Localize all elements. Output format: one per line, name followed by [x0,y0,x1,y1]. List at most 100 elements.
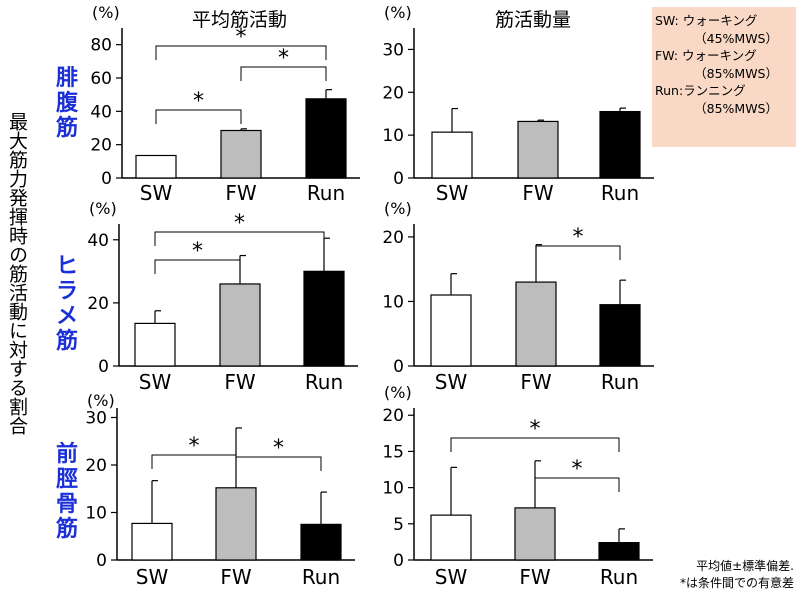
chart-tibialis-total-bar-sw [430,514,472,561]
chart-gastro-total-category-label-fw: FW [522,181,554,205]
chart-soleus-total-category-label-sw: SW [435,370,468,394]
chart-gastro-total-tick-label: 0 [393,169,404,189]
chart-soleus-total-bar-run [599,304,641,367]
chart-soleus-mean-bar-run [303,270,345,367]
chart-soleus-mean-significance-bracket [154,231,325,246]
legend-box: SW: ウォーキング （45%MWS） FW: ウォーキング （85%MWS） … [652,7,796,147]
column-title-total: 筋活動量 [495,9,572,31]
muscle-char: 筋 [55,116,78,141]
chart-soleus-total-category-label-run: Run [601,370,639,394]
chart-gastro-mean-bar-run [305,98,347,179]
chart-soleus-mean-category-label-fw: FW [224,370,256,394]
legend-run-detail: （85%MWS） [694,100,778,116]
muscle-label-tibialis-anterior: 前 脛 骨 筋 [50,442,84,542]
muscle-char: ヒ [55,254,78,279]
chart-soleus-mean-bar-sw [134,322,176,367]
chart-gastro-total-bar-sw [431,131,473,179]
chart-gastro-total-bar-run [599,110,641,179]
muscle-char: 前 [55,442,78,467]
chart-soleus-mean-tick-label: 0 [98,357,109,377]
chart-tibialis-total-category-label-fw: FW [519,565,551,589]
y-axis-common-label: 最大筋力発揮時の筋活動に対する割合 [6,112,28,435]
chart-tibialis-total-category-label-sw: SW [435,565,468,589]
chart-gastro-mean-bar-sw [135,154,177,179]
muscle-char: 脛 [55,467,78,492]
chart-tibialis-total-significance-star: * [530,417,541,442]
chart-tibialis-mean-tick-label: 20 [85,456,107,476]
chart-tibialis-mean-significance-bracket [235,456,322,471]
chart-tibialis-mean-tick-label: 0 [96,551,107,571]
chart-tibialis-mean-bar-fw [215,487,257,561]
chart-tibialis-mean-significance-star: * [189,434,200,459]
legend-sw-detail: （45%MWS） [694,30,778,46]
chart-gastro-total-category-label-sw: SW [436,181,469,205]
chart-tibialis-mean-bar-sw [131,522,173,561]
chart-tibialis-total-significance-star: * [572,457,583,482]
legend-fw-detail: （85%MWS） [694,65,778,81]
chart-soleus-total-tick-label: 10 [382,292,404,312]
muscle-char: メ [55,304,78,329]
chart-soleus-total-bar-fw [515,281,557,367]
chart-gastro-mean-bar-fw [220,129,262,179]
chart-gastro-total-unit-label: (%) [384,3,412,22]
footnote-mean-sd: 平均値±標準偏差. [696,559,794,573]
chart-tibialis-total-tick-label: 20 [382,406,404,426]
footnote-significance: *は条件間での有意差 [679,576,794,590]
chart-gastro-total-tick-label: 10 [382,126,404,146]
muscle-char: ラ [55,279,78,304]
chart-gastro-mean-significance-star: * [278,46,289,71]
chart-soleus-mean-category-label-sw: SW [139,370,172,394]
chart-gastro-mean-category-label-run: Run [307,181,345,205]
legend-fw-label: FW: ウォーキング [655,48,757,64]
chart-soleus-total-significance-bracket [535,245,621,260]
column-title-mean: 平均筋活動 [192,9,288,31]
muscle-char: 骨 [55,492,78,517]
chart-tibialis-mean-category-label-run: Run [302,565,340,589]
chart-gastro-mean-category-label-sw: SW [140,181,173,205]
chart-tibialis-mean-category-label-fw: FW [220,565,252,589]
chart-soleus-total-bar-sw [430,294,472,367]
chart-soleus-total-tick-label: 0 [393,357,404,377]
chart-tibialis-total-bar-fw [514,507,556,561]
chart-gastro-mean-tick-label: 80 [90,36,112,56]
chart-soleus-mean-category-label-run: Run [305,370,343,394]
chart-gastro-mean-significance-bracket [155,45,327,60]
legend-sw-label: SW: ウォーキング [655,13,758,28]
chart-soleus-total-category-label-fw: FW [520,370,552,394]
chart-soleus-mean-bar-fw [219,283,261,367]
chart-tibialis-total-bar-run [598,542,640,561]
chart-gastro-total-bar-fw [517,120,559,179]
chart-gastro-mean-category-label-fw: FW [225,181,257,205]
chart-gastro-mean-significance-bracket [155,109,242,124]
chart-soleus-mean-significance-star: * [192,239,203,264]
chart-soleus-mean-significance-bracket [154,259,241,274]
muscle-label-soleus: ヒ ラ メ 筋 [50,254,84,354]
chart-tibialis-mean-tick-label: 10 [85,504,107,524]
legend-run-label: Run:ランニング [655,83,746,99]
chart-soleus-total-significance-star: * [573,225,584,250]
chart-tibialis-mean-tick-label: 30 [85,409,107,429]
chart-gastro-mean-significance-bracket [240,66,327,81]
muscle-char: 筋 [55,329,78,354]
chart-tibialis-mean-category-label-sw: SW [136,565,169,589]
chart-gastro-mean-tick-label: 0 [101,169,112,189]
chart-gastro-total-tick-label: 20 [382,83,404,103]
chart-gastro-mean-significance-star: * [193,89,204,114]
chart-soleus-mean-tick-label: 40 [87,231,109,251]
muscle-label-gastrocnemius: 腓 腹 筋 [50,66,84,141]
chart-tibialis-total-tick-label: 5 [393,515,404,535]
chart-tibialis-mean-bar-run [300,523,342,561]
chart-soleus-total-unit-label: (%) [384,199,412,218]
chart-tibialis-total-category-label-run: Run [600,565,638,589]
chart-gastro-mean-unit-label: (%) [92,3,120,22]
chart-tibialis-total-significance-bracket [450,437,620,452]
chart-gastro-total-category-label-run: Run [601,181,639,205]
muscle-char: 腓 [55,66,78,91]
chart-tibialis-total-significance-bracket [534,477,620,492]
chart-soleus-mean-significance-star: * [234,211,245,236]
chart-tibialis-mean-unit-label: (%) [87,391,115,410]
muscle-char: 腹 [55,91,78,116]
chart-tibialis-total-unit-label: (%) [384,383,412,402]
chart-soleus-mean-tick-label: 20 [87,294,109,314]
